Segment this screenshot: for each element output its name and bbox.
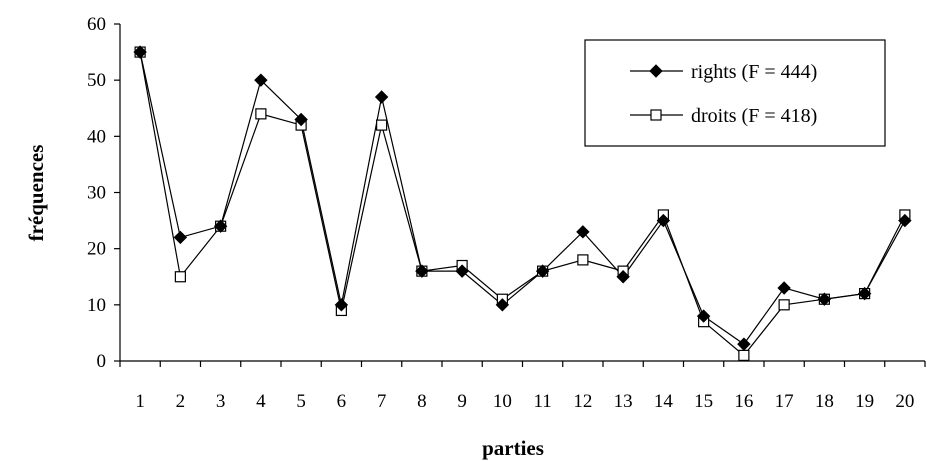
x-tick-label: 2: [176, 391, 186, 412]
x-tick-label: 15: [694, 391, 713, 412]
y-tick-label: 40: [87, 126, 106, 147]
data-point-rights: [576, 225, 590, 239]
x-tick-label: 6: [337, 391, 347, 412]
y-tick-label: 0: [97, 351, 107, 372]
data-point-rights: [535, 264, 550, 278]
y-tick-label: 30: [87, 183, 106, 204]
data-point-rights: [254, 73, 268, 87]
y-tick-label: 60: [87, 14, 106, 35]
y-tick-label: 50: [87, 70, 106, 91]
data-point-rights: [133, 45, 147, 59]
data-point-droits: [738, 349, 750, 361]
data-point-rights: [213, 219, 228, 233]
data-point-rights: [294, 112, 308, 127]
x-tick-label: 4: [256, 391, 266, 412]
data-point-rights: [374, 90, 389, 104]
x-tick-label: 3: [216, 391, 226, 412]
legend-box: [584, 39, 886, 147]
x-tick-label: 5: [296, 391, 306, 412]
y-tick-label: 20: [87, 239, 106, 260]
x-tick-label: 12: [573, 391, 592, 412]
x-tick-label: 17: [775, 391, 794, 412]
data-point-rights: [737, 337, 751, 351]
x-tick-label: 20: [895, 391, 914, 412]
data-point-rights: [898, 213, 912, 228]
legend-marker-rights: [649, 64, 663, 78]
data-point-rights: [817, 292, 832, 306]
data-point-rights: [415, 264, 429, 278]
x-tick-label: 11: [533, 391, 551, 412]
data-point-rights: [616, 270, 630, 284]
data-point-rights: [777, 281, 791, 295]
legend-label-rights: rights (F = 444): [691, 61, 817, 83]
x-tick-label: 13: [614, 391, 633, 412]
data-point-droits: [376, 119, 388, 131]
y-tick-label: 10: [87, 295, 106, 316]
x-tick-label: 7: [377, 391, 387, 412]
series-layer: [133, 45, 912, 361]
x-tick-label: 10: [493, 391, 512, 412]
data-point-droits: [778, 299, 790, 311]
x-tick-label: 9: [457, 391, 467, 412]
legend-label-droits: droits (F = 418): [691, 105, 817, 127]
x-tick-label: 14: [654, 391, 674, 412]
x-tick-label: 16: [734, 391, 753, 412]
x-tick-label: 1: [135, 391, 145, 412]
data-point-rights: [696, 309, 711, 323]
legend-marker-droits: [650, 109, 662, 121]
data-point-droits: [174, 271, 186, 283]
x-ticks: 1 2 3 4 5 6 7 8 9 10 11 12 13 14 15 16 17 18 19 20: [119, 361, 926, 412]
x-axis-title: parties: [482, 436, 544, 460]
data-point-rights: [334, 298, 349, 312]
legend: rights (F = 444) droits (F = 418): [584, 39, 886, 147]
x-tick-label: 18: [815, 391, 834, 412]
data-point-droits: [255, 108, 267, 120]
data-point-rights: [857, 286, 872, 301]
series-line-rights: [139, 51, 906, 345]
data-point-rights: [656, 213, 671, 228]
y-ticks: 0 10 20 30 40 50 60: [87, 14, 120, 372]
x-tick-label: 19: [855, 391, 874, 412]
data-point-rights: [173, 230, 188, 245]
series-line-droits: [139, 51, 906, 357]
x-tick-label: 8: [417, 391, 427, 412]
data-point-rights: [495, 298, 510, 312]
data-point-droits: [577, 254, 589, 266]
data-point-rights: [455, 264, 469, 278]
y-axis-title: fréquences: [24, 145, 48, 242]
